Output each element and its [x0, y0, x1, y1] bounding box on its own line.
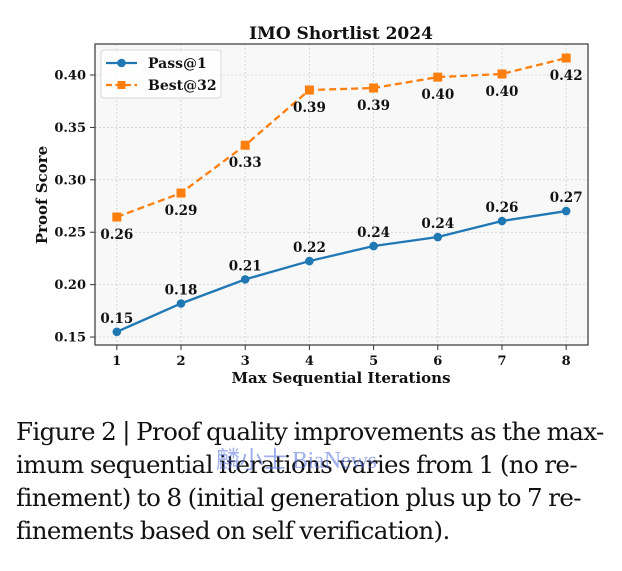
- data-label-best32: 0.39: [357, 98, 390, 114]
- data-point-best32: [112, 212, 122, 222]
- data-point-best32: [176, 188, 186, 198]
- series-best32: 0.26 0.29 0.33 0.39 0.39 0.40 0.40 0.42: [100, 53, 583, 243]
- data-point-best32: [304, 85, 314, 95]
- data-label-pass1: 0.24: [421, 216, 454, 232]
- data-point-pass1: [561, 206, 571, 216]
- data-label-best32: 0.33: [229, 155, 262, 171]
- y-tick-label: 0.25: [54, 226, 86, 241]
- plot-frame: [94, 43, 589, 346]
- caption-line: imum sequential iterations varies from 1…: [16, 450, 578, 479]
- data-point-best32: [561, 53, 571, 63]
- data-label-pass1: 0.24: [357, 225, 390, 241]
- data-point-best32: [240, 140, 250, 150]
- legend: Pass@1 Best@32: [100, 49, 222, 99]
- y-tick-label: 0.20: [54, 278, 86, 293]
- legend-marker-square-icon: [117, 81, 126, 89]
- x-tick-label: 1: [112, 354, 121, 369]
- series-line-best32: [116, 56, 567, 219]
- caption-line: finement) to 8 (initial generation plus …: [16, 483, 582, 512]
- series-pass1: 0.15 0.18 0.21 0.22 0.24 0.24 0.26 0.27: [100, 190, 583, 337]
- data-label-best32: 0.39: [293, 100, 326, 116]
- legend-label-pass1: Pass@1: [148, 56, 207, 72]
- data-point-pass1: [112, 327, 122, 337]
- caption-line: finements based on self verification).: [16, 516, 450, 545]
- y-tick-label: 0.40: [54, 69, 86, 84]
- x-tick-label: 8: [562, 354, 571, 369]
- data-point-pass1: [240, 275, 250, 284]
- figure-caption: Figure 2 | Proof quality improvements as…: [16, 415, 616, 547]
- data-label-best32: 0.40: [486, 84, 519, 100]
- x-tick-label: 6: [433, 354, 442, 369]
- x-axis-ticks: 1 2 3 4 5 6 7 8: [112, 345, 571, 369]
- legend-marker-circle-icon: [117, 58, 126, 68]
- series-line-pass1: [116, 209, 567, 333]
- series-layer: 0.15 0.18 0.21 0.22 0.24 0.24 0.26 0.27 0.26 0.29…: [100, 53, 583, 337]
- data-label-pass1: 0.21: [229, 258, 262, 274]
- y-tick-label: 0.35: [54, 121, 86, 136]
- y-tick-label: 0.30: [54, 173, 86, 188]
- data-label-pass1: 0.26: [486, 200, 519, 216]
- data-label-best32: 0.26: [100, 227, 133, 243]
- data-point-pass1: [176, 299, 186, 308]
- y-axis-ticks: 0.15 0.20 0.25 0.30 0.35 0.40: [54, 69, 95, 346]
- x-tick-label: 5: [369, 354, 378, 369]
- data-point-pass1: [433, 232, 443, 242]
- data-label-pass1: 0.22: [293, 240, 326, 256]
- y-axis-title: Proof Score: [33, 146, 51, 244]
- x-tick-label: 2: [176, 354, 185, 369]
- data-label-pass1: 0.15: [100, 311, 133, 327]
- data-label-best32: 0.42: [550, 68, 583, 84]
- x-tick-label: 7: [497, 354, 506, 369]
- y-tick-label: 0.15: [54, 331, 86, 346]
- data-point-best32: [497, 69, 507, 79]
- legend-label-best32: Best@32: [148, 78, 217, 94]
- data-point-pass1: [305, 256, 314, 266]
- data-label-pass1: 0.18: [165, 282, 198, 298]
- data-point-best32: [369, 83, 379, 93]
- legend-entry-pass1: Pass@1: [106, 56, 207, 72]
- data-point-pass1: [497, 216, 507, 226]
- data-label-best32: 0.29: [165, 203, 198, 219]
- data-point-best32: [433, 72, 443, 82]
- data-label-best32: 0.40: [421, 87, 454, 103]
- chart: IMO Shortlist 2024 0.150.180.210.220.240…: [33, 24, 589, 387]
- x-tick-label: 3: [241, 354, 250, 369]
- data-point-pass1: [369, 241, 378, 251]
- chart-title: IMO Shortlist 2024: [249, 24, 433, 44]
- legend-entry-best32: Best@32: [106, 78, 217, 94]
- x-axis-title: Max Sequential Iterations: [231, 369, 450, 387]
- data-label-pass1: 0.27: [550, 190, 583, 206]
- caption-line: Figure 2 | Proof quality improvements as…: [16, 417, 604, 446]
- x-tick-label: 4: [305, 354, 314, 369]
